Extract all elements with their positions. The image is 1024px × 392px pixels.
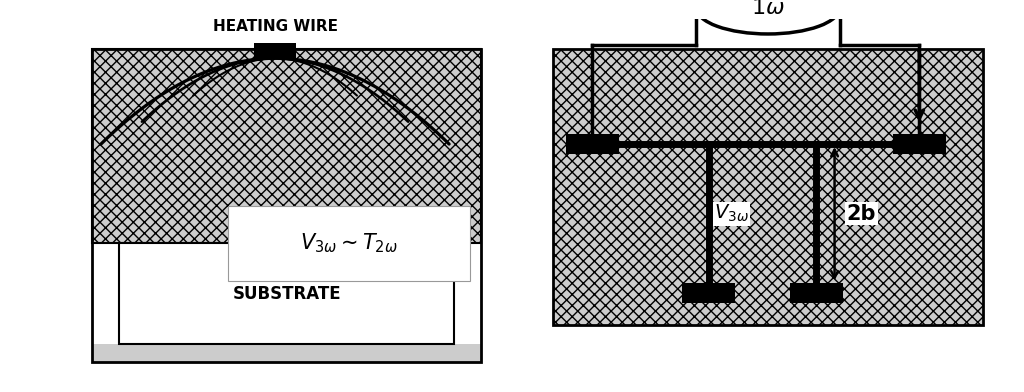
Text: HEATING WIRE: HEATING WIRE — [213, 19, 338, 34]
Bar — [893, 134, 946, 154]
Bar — [92, 49, 481, 362]
Bar — [553, 49, 983, 325]
Bar — [92, 49, 481, 243]
Text: $V_{3\omega}$: $V_{3\omega}$ — [714, 203, 750, 224]
Bar — [254, 43, 297, 58]
Bar — [682, 283, 735, 303]
Text: SUBSTRATE: SUBSTRATE — [232, 285, 341, 303]
Circle shape — [696, 0, 840, 34]
Bar — [566, 134, 620, 154]
Bar — [92, 344, 481, 362]
Bar — [790, 283, 843, 303]
Bar — [120, 243, 454, 344]
Text: $1\omega$: $1\omega$ — [751, 0, 785, 18]
Text: 2b: 2b — [847, 204, 877, 224]
Text: $V_{3\omega}\sim T_{2\omega}$: $V_{3\omega}\sim T_{2\omega}$ — [300, 231, 397, 255]
Bar — [228, 205, 470, 281]
